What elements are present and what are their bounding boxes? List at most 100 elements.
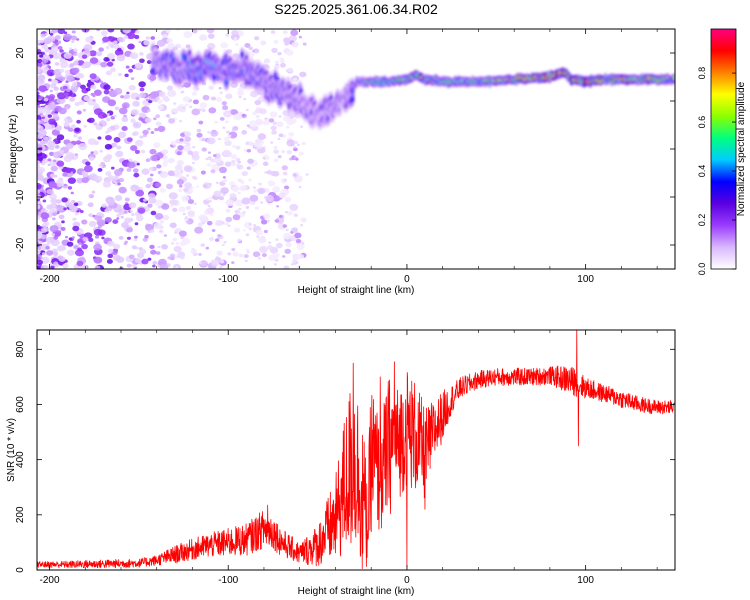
- spectrogram-cell: [161, 149, 169, 155]
- spectrogram-cell: [51, 29, 59, 34]
- spectrogram-cell: [69, 63, 75, 68]
- spectrogram-cell: [169, 199, 177, 206]
- spectrogram-cell: [213, 156, 222, 164]
- spectrogram-cell: [90, 151, 94, 154]
- spectrogram-cell: [73, 52, 78, 56]
- spectrogram-cell: [290, 29, 299, 36]
- spectrogram-cell: [56, 245, 65, 252]
- spectrogram-cell: [167, 256, 172, 260]
- spectrogram-cell: [159, 263, 169, 269]
- spectrogram-cell: [136, 252, 145, 259]
- spectrogram-cell: [163, 173, 168, 178]
- spectrogram-cell: [243, 254, 249, 259]
- colorbar-gradient: [710, 28, 737, 270]
- snr-frame: [36, 329, 676, 571]
- spectrogram-cell: [231, 185, 240, 192]
- chart-title: S225.2025.361.06.34.R02: [274, 1, 438, 17]
- spectrogram-cell: [120, 95, 125, 99]
- spectrogram-cell: [238, 207, 242, 211]
- spectrogram-cell: [81, 54, 88, 59]
- spectrogram-cell: [146, 60, 152, 65]
- spectrogram-cell: [40, 33, 46, 38]
- spectrogram-cell: [196, 132, 203, 138]
- spectrogram-cell: [126, 263, 132, 268]
- spectrogram-y-label: Frequency (Hz): [8, 115, 19, 184]
- spectrogram-cell: [43, 59, 49, 64]
- spectrogram-cell: [256, 235, 260, 238]
- spectrogram-cell: [37, 101, 41, 106]
- spectrogram-cell: [145, 98, 150, 102]
- spectrogram-cell: [63, 207, 67, 211]
- snr-x-tick-label: -100: [218, 575, 238, 586]
- spectrogram-cell: [94, 235, 100, 239]
- spectrogram-cell: [113, 168, 123, 176]
- spectrogram-cell: [53, 159, 57, 162]
- spectrogram-cell: [278, 133, 284, 137]
- spectrogram-cell: [105, 117, 111, 122]
- spectrogram-cell: [54, 174, 58, 178]
- spectrogram-cell: [92, 99, 96, 102]
- spectrogram-cell: [242, 114, 246, 117]
- spectrogram-cell: [222, 193, 226, 197]
- spectrogram-cell: [158, 206, 162, 209]
- spectrogram-cell: [282, 232, 292, 240]
- spectrogram-cell: [242, 211, 246, 214]
- spectrogram-cell: [59, 49, 64, 53]
- spectrogram-cell: [237, 191, 241, 195]
- spectrogram-cell: [275, 242, 283, 249]
- spectrogram-cell: [55, 204, 64, 211]
- spectrogram-cell: [296, 143, 300, 147]
- spectrogram-cell: [127, 43, 135, 50]
- spectrogram-cell: [231, 162, 237, 167]
- spectrogram-cell: [253, 36, 260, 41]
- spectrogram-cell: [50, 198, 58, 204]
- spectrogram-cell: [124, 210, 128, 214]
- spectrogram-cell: [270, 125, 277, 131]
- spectrogram-cell: [157, 105, 164, 110]
- spectrogram-cell: [138, 81, 146, 88]
- spectrogram-cell: [165, 29, 171, 34]
- spectrogram-cell: [106, 259, 113, 264]
- spectrogram-cell: [104, 216, 112, 223]
- spectrogram-cell: [141, 258, 149, 265]
- spectrogram-cell: [50, 173, 56, 178]
- spectrogram-cell: [65, 106, 70, 110]
- spectrogram-cell: [54, 145, 60, 149]
- spectrogram-cell: [270, 30, 276, 34]
- spectrogram-cell: [260, 40, 267, 46]
- spectrogram-cell: [107, 253, 114, 259]
- spectrogram-cell: [292, 253, 301, 261]
- spectrogram-cell: [50, 165, 58, 172]
- spectrogram-cell: [74, 101, 80, 107]
- spectrogram-cell: [38, 85, 48, 92]
- spectrogram-cell: [52, 217, 56, 221]
- spectrogram-cell: [193, 202, 197, 205]
- spectrogram-cell: [167, 115, 171, 119]
- spectrogram-cell: [197, 222, 204, 227]
- spectrogram-cell: [148, 197, 157, 204]
- spectrogram-cell: [286, 210, 294, 216]
- spectrogram-cell: [134, 258, 142, 264]
- spectrogram-cell: [274, 60, 279, 64]
- spectrogram-cell: [232, 251, 239, 257]
- spectrogram-cell: [93, 256, 103, 264]
- spectrogram-cell: [199, 34, 208, 41]
- spectrogram-cell: [134, 222, 139, 226]
- spectrogram-cell: [117, 36, 124, 42]
- spectrogram-cell: [66, 88, 71, 93]
- spectrogram-cell: [241, 197, 251, 205]
- spectrogram-cell: [179, 132, 186, 137]
- spectrogram-cell: [103, 84, 111, 91]
- spectrogram-cell: [94, 265, 101, 269]
- spectrogram-cell: [106, 61, 114, 67]
- spectrogram-cell: [110, 67, 117, 73]
- spectrogram-cell: [248, 178, 252, 182]
- spectrogram-cell: [222, 105, 229, 111]
- spectrogram-cell: [267, 245, 274, 250]
- spectrogram-cell: [302, 42, 307, 46]
- spectrogram-cell: [43, 37, 52, 44]
- spectrogram-cell: [55, 42, 59, 46]
- spectrogram-cell: [37, 74, 46, 81]
- spectrogram-cell: [288, 35, 297, 43]
- spectrogram-cell: [205, 198, 210, 201]
